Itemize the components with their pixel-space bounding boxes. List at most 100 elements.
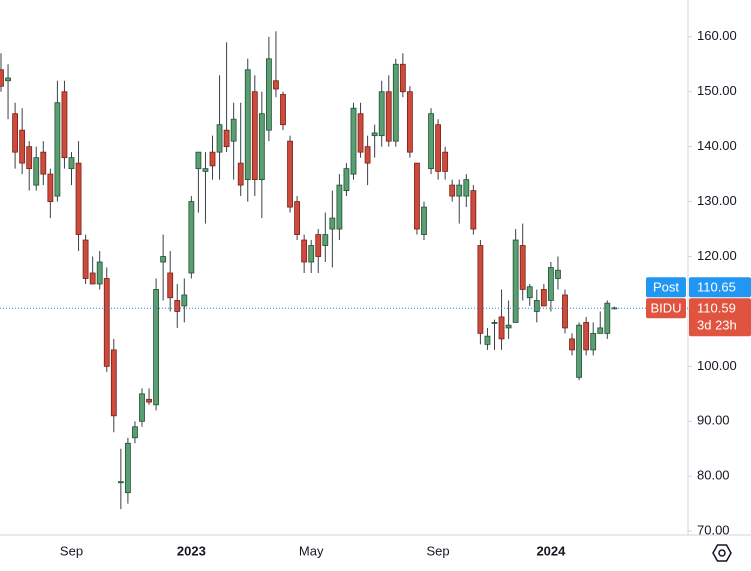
candle-body <box>308 245 315 263</box>
candle-body <box>12 113 19 153</box>
post-price: 110.65 <box>697 280 736 295</box>
candle-body <box>414 162 420 230</box>
candle-body <box>160 256 167 263</box>
candle-body <box>251 91 258 181</box>
candle-body <box>132 426 138 439</box>
candle-body <box>371 132 378 137</box>
candle-body <box>336 184 343 230</box>
candle-body <box>202 168 209 172</box>
candle-body <box>0 69 4 87</box>
candle-body <box>343 168 350 192</box>
candle-body <box>89 272 96 285</box>
last-price: 110.59 <box>697 301 736 316</box>
settings-circle[interactable] <box>718 549 726 557</box>
last-name-box <box>646 298 686 319</box>
candle-body <box>378 91 385 137</box>
candle-body <box>569 338 575 351</box>
candle-body <box>103 278 110 367</box>
candle-body <box>209 151 216 167</box>
last-price-box <box>689 298 751 337</box>
candle-body <box>139 393 145 422</box>
candle-body <box>174 300 181 312</box>
candle-body <box>505 324 512 329</box>
candle-body <box>54 102 61 197</box>
candle-body <box>597 327 604 334</box>
candle-body <box>61 91 68 159</box>
candle-body <box>421 206 427 235</box>
candle-body <box>294 201 301 235</box>
candle-body <box>40 151 47 175</box>
candle-body <box>442 151 449 172</box>
candle-body <box>167 272 174 299</box>
candle-body <box>526 286 533 299</box>
candle-body <box>223 129 230 148</box>
candle-body <box>435 124 442 172</box>
candle-body <box>512 239 519 323</box>
candle-body <box>406 91 413 153</box>
candle-body <box>237 162 244 186</box>
candle-body <box>456 184 463 197</box>
y-tick-label: 160.00 <box>697 28 737 43</box>
candle-body <box>428 113 434 170</box>
candle-body <box>470 190 477 230</box>
candle-body <box>153 289 160 406</box>
candle-body <box>484 335 491 345</box>
candle-body <box>188 201 195 274</box>
candle-body <box>329 217 336 230</box>
y-tick-label: 120.00 <box>697 248 737 263</box>
candle-body <box>611 307 618 310</box>
candle-body <box>146 398 152 403</box>
candle-body <box>498 316 505 340</box>
y-tick-label: 70.00 <box>697 523 730 538</box>
candle-body <box>301 239 308 263</box>
candle-body <box>392 63 399 142</box>
candle-body <box>399 63 406 93</box>
candle-body <box>449 184 456 197</box>
candle-body <box>230 118 237 142</box>
x-tick-label: 2023 <box>177 543 206 558</box>
candle-body <box>463 179 470 197</box>
candle-body <box>181 294 188 307</box>
candle-body <box>216 124 223 153</box>
candle-body <box>258 113 265 181</box>
candle-body <box>75 162 82 235</box>
x-tick-label: May <box>299 543 324 558</box>
candle-body <box>540 289 547 307</box>
x-tick-label: 2024 <box>536 543 566 558</box>
candle-body <box>576 324 582 378</box>
candle-body <box>315 234 322 257</box>
candle-body <box>280 94 286 126</box>
candle-body <box>364 146 371 164</box>
candle-body <box>590 333 597 351</box>
candle-body <box>265 58 272 131</box>
candle-body <box>287 140 293 208</box>
countdown: 3d 23h <box>697 318 737 333</box>
post-name: Post <box>653 280 679 295</box>
candle-body <box>125 442 131 494</box>
candle-body <box>357 113 364 153</box>
candle-body <box>273 80 279 90</box>
y-tick-label: 80.00 <box>697 468 730 483</box>
candle-body <box>33 157 40 186</box>
y-tick-label: 150.00 <box>697 83 737 98</box>
x-tick-label: Sep <box>60 543 83 558</box>
candle-body <box>110 349 117 417</box>
candle-body <box>562 294 568 329</box>
candle-body <box>26 146 33 170</box>
candle-body <box>477 245 484 334</box>
candle-body <box>68 157 75 170</box>
candle-body <box>604 302 611 334</box>
candle-body <box>548 267 554 301</box>
candle-body <box>519 245 526 290</box>
y-tick-label: 100.00 <box>697 358 737 373</box>
candle-body <box>195 151 202 170</box>
candle-body <box>555 269 561 279</box>
candle-body <box>385 91 392 142</box>
y-tick-label: 90.00 <box>697 413 730 428</box>
candle-body <box>350 107 357 175</box>
settings-icon[interactable] <box>712 544 732 562</box>
settings-hexagon[interactable] <box>712 544 732 562</box>
last-name: BIDU <box>650 301 681 316</box>
candle-body <box>47 173 54 202</box>
candle-body <box>117 481 124 484</box>
